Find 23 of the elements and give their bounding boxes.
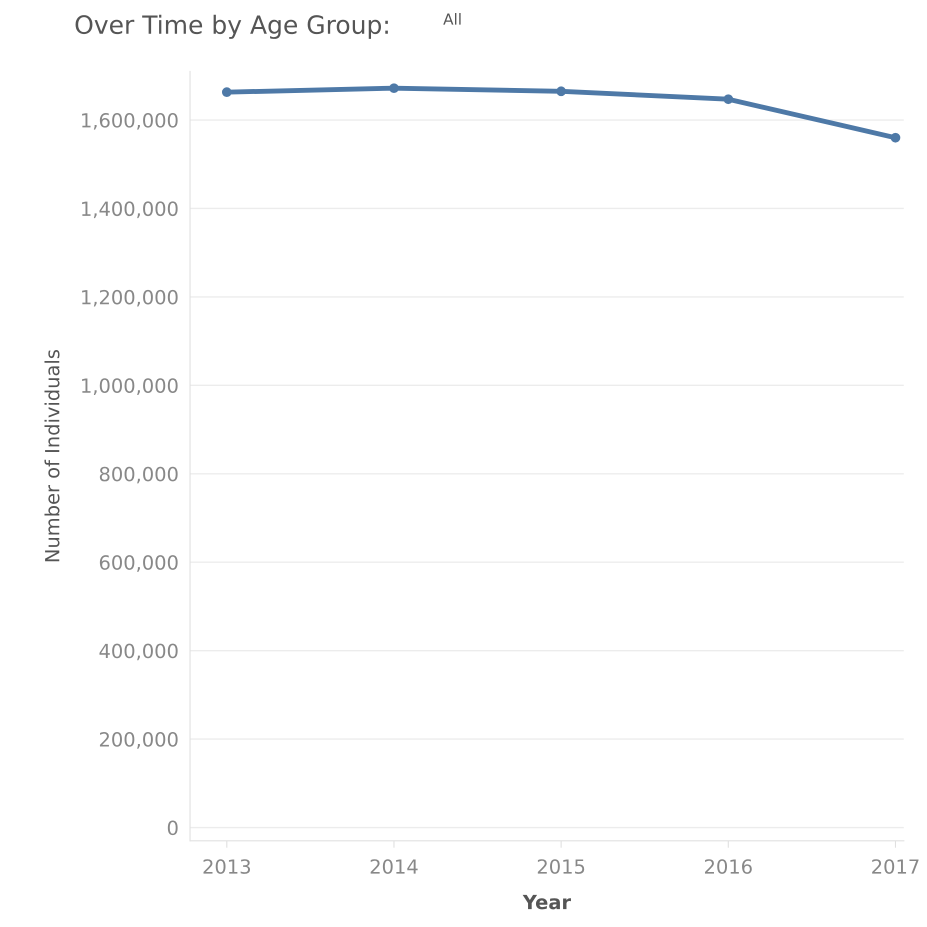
- y-axis-title: Number of Individuals: [44, 350, 60, 562]
- point: [222, 87, 232, 98]
- y-tick-label: 800,000: [100, 466, 178, 484]
- y-tick-label: 600,000: [100, 555, 178, 572]
- y-tick-label: 0: [168, 820, 178, 836]
- y-tick-label: 200,000: [100, 732, 178, 749]
- x-tick-label: 2014: [370, 859, 418, 874]
- x-axis-title: Year: [522, 894, 571, 910]
- point: [890, 132, 900, 143]
- y-tick-label: 1,400,000: [82, 201, 178, 218]
- y-tick-label: 1,600,000: [82, 112, 178, 130]
- y-tick-label: 1,200,000: [82, 290, 178, 307]
- y-tick-label: 1,000,000: [82, 378, 178, 395]
- point: [723, 94, 734, 104]
- point: [556, 86, 566, 96]
- chart-title: Over Time by Age Group:: [76, 14, 388, 39]
- y-tick-label: 400,000: [99, 644, 178, 660]
- x-tick-label: 2017: [872, 859, 919, 874]
- x-tick-label: 2013: [203, 859, 250, 874]
- x-tick-label: 2016: [704, 859, 752, 874]
- chart-subtitle: All: [443, 13, 461, 25]
- x-tick-label: 2015: [538, 859, 584, 874]
- point: [389, 83, 399, 94]
